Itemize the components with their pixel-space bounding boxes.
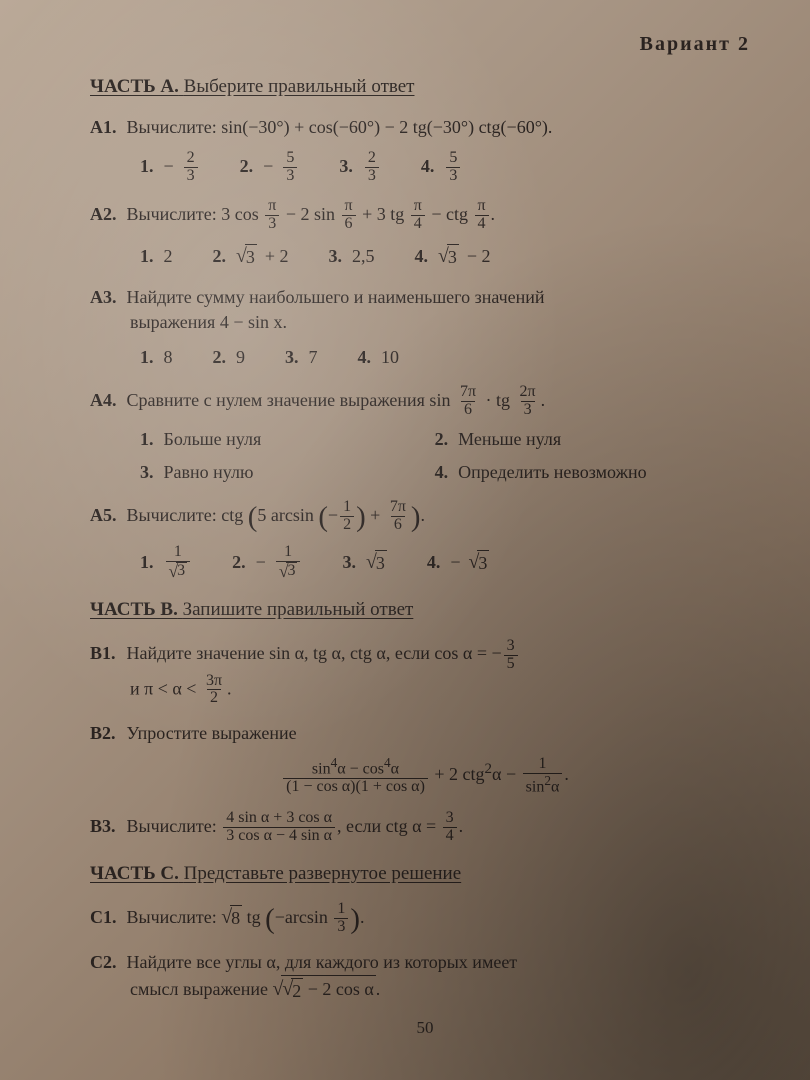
a5-ans1: 1.13: [140, 544, 192, 582]
a3-label: А3.: [90, 285, 122, 310]
problem-b2: В2. Упростите выражение: [90, 721, 760, 746]
a2-text: Вычислите: 3 cos π3 − 2 sin π6 + 3 tg π4…: [127, 204, 496, 224]
part-c-rest: Представьте развернутое решение: [184, 863, 462, 884]
variant-label: Вариант 2: [90, 30, 760, 58]
b2-text: Упростите выражение: [127, 723, 297, 743]
b2-expr: sin4α − cos4α(1 − cos α)(1 + cos α) + 2 …: [90, 756, 760, 796]
a5-answers: 1.13 2.−13 3.3 4.−3: [140, 544, 760, 582]
problem-a4: А4. Сравните с нулем значение выражения …: [90, 384, 760, 419]
a1-text: Вычислите: sin(−30°) + cos(−60°) − 2 tg(…: [127, 117, 553, 137]
a4-ans3: 3.Равно нулю: [140, 460, 375, 485]
part-c-bold: ЧАСТЬ С.: [90, 863, 179, 884]
a5-label: А5.: [90, 503, 122, 528]
a4-text: Сравните с нулем значение выражения sin …: [127, 390, 546, 410]
c2-line1: Найдите все углы α, для каждого из котор…: [127, 952, 518, 972]
b1-line2: и π < α < 3π2.: [130, 673, 760, 708]
part-b-bold: ЧАСТЬ В.: [90, 599, 178, 620]
a1-ans2: 2.−53: [240, 150, 300, 185]
part-c-title: ЧАСТЬ С. Представьте развернутое решение: [90, 861, 760, 888]
a2-ans1: 1.2: [140, 244, 173, 269]
a2-answers: 1.2 2.3 + 2 3.2,5 4.3 − 2: [140, 243, 760, 271]
a1-ans3: 3.23: [339, 150, 381, 185]
problem-c2: С2. Найдите все углы α, для каждого из к…: [90, 950, 760, 1004]
a4-label: А4.: [90, 388, 122, 413]
part-a-title: ЧАСТЬ А. Выберите правильный ответ: [90, 74, 760, 101]
problem-a5: А5. Вычислите: ctg (5 arcsin (−12) + 7π6…: [90, 499, 760, 534]
problem-a1: А1. Вычислите: sin(−30°) + cos(−60°) − 2…: [90, 115, 760, 140]
page-content: Вариант 2 ЧАСТЬ А. Выберите правильный о…: [0, 0, 810, 1060]
a4-ans1: 1.Больше нуля: [140, 427, 375, 452]
a4-ans4: 4.Определить невозможно: [435, 460, 760, 485]
a5-ans2: 2.−13: [232, 544, 302, 582]
problem-c1: С1. Вычислите: 8 tg (−arcsin 13).: [90, 901, 760, 936]
part-b-rest: Запишите правильный ответ: [183, 599, 414, 620]
b2-label: В2.: [90, 721, 122, 746]
part-b-title: ЧАСТЬ В. Запишите правильный ответ: [90, 597, 760, 624]
a2-ans3: 3.2,5: [329, 244, 375, 269]
b3-text: Вычислите: 4 sin α + 3 cos α3 cos α − 4 …: [127, 816, 464, 836]
a3-ans2: 2.9: [213, 345, 246, 370]
part-a-rest: Выберите правильный ответ: [184, 76, 415, 97]
a2-label: А2.: [90, 202, 122, 227]
a3-line2: выражения 4 − sin x.: [130, 310, 760, 335]
a2-ans4: 4.3 − 2: [415, 243, 491, 271]
page-number: 50: [90, 1016, 760, 1040]
c1-text: Вычислите: 8 tg (−arcsin 13).: [127, 907, 365, 927]
a1-ans1: 1.−23: [140, 150, 200, 185]
problem-a3: А3. Найдите сумму наибольшего и наименьш…: [90, 285, 760, 335]
a5-ans3: 3.3: [342, 549, 386, 577]
a2-ans2: 2.3 + 2: [213, 243, 289, 271]
a5-ans4: 4.−3: [427, 549, 490, 577]
c2-line2: смысл выражение 2 − 2 cos α.: [130, 975, 760, 1004]
b3-label: В3.: [90, 814, 122, 839]
a3-ans4: 4.10: [358, 345, 400, 370]
c1-label: С1.: [90, 905, 122, 930]
a4-ans2: 2.Меньше нуля: [435, 427, 760, 452]
a5-text: Вычислите: ctg (5 arcsin (−12) + 7π6).: [127, 505, 426, 525]
a3-line1: Найдите сумму наибольшего и наименьшего …: [127, 287, 545, 307]
problem-a2: А2. Вычислите: 3 cos π3 − 2 sin π6 + 3 t…: [90, 198, 760, 233]
a3-ans1: 1.8: [140, 345, 173, 370]
a4-answers: 1.Больше нуля 2.Меньше нуля 3.Равно нулю…: [140, 427, 760, 485]
a3-ans3: 3.7: [285, 345, 318, 370]
a1-ans4: 4.53: [421, 150, 463, 185]
b1-label: В1.: [90, 641, 122, 666]
problem-b1: В1. Найдите значение sin α, tg α, ctg α,…: [90, 638, 760, 707]
c2-label: С2.: [90, 950, 122, 975]
problem-b3: В3. Вычислите: 4 sin α + 3 cos α3 cos α …: [90, 810, 760, 845]
a1-answers: 1.−23 2.−53 3.23 4.53: [140, 150, 760, 185]
a1-label: А1.: [90, 115, 122, 140]
a3-answers: 1.8 2.9 3.7 4.10: [140, 345, 760, 370]
b1-text: Найдите значение sin α, tg α, ctg α, есл…: [127, 643, 520, 663]
part-a-bold: ЧАСТЬ А.: [90, 76, 179, 97]
